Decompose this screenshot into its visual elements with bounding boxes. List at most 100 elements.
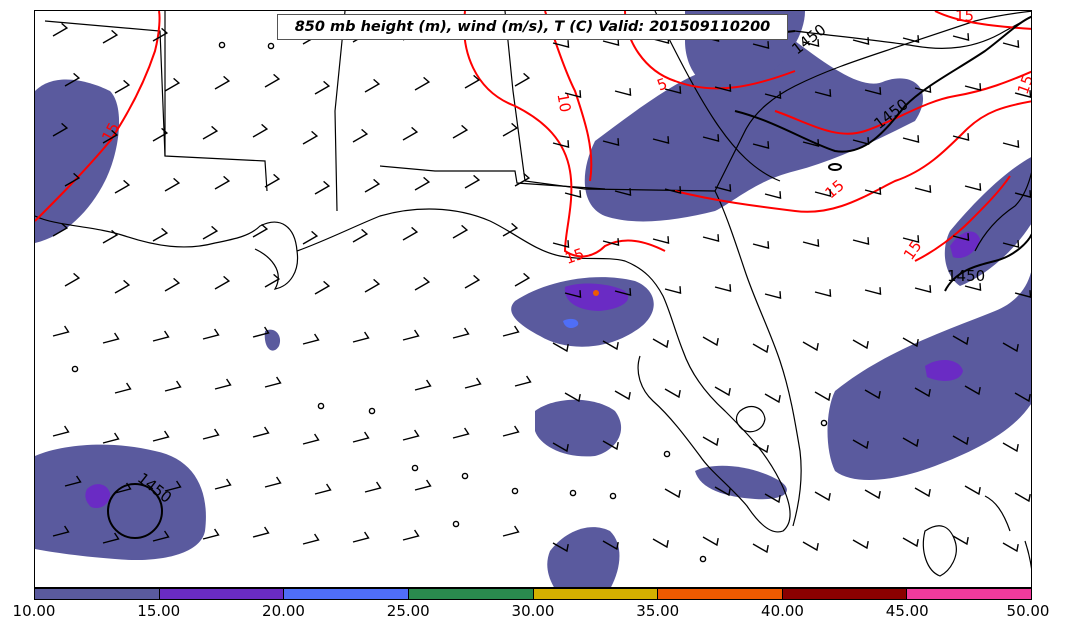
wind-barb	[914, 387, 931, 398]
wind-barb	[152, 27, 169, 42]
wind-barb	[652, 338, 669, 349]
wind-barb	[752, 543, 769, 554]
wind-barb	[752, 443, 769, 454]
wind-barb	[702, 234, 720, 243]
temp-contour-5	[624, 11, 796, 90]
wind-barb	[414, 176, 431, 191]
wind-barb	[164, 277, 181, 292]
temp-contour-carolina	[914, 175, 1011, 262]
wind-barb	[714, 184, 732, 193]
wind-barb	[1014, 290, 1031, 298]
wind-barb	[914, 185, 932, 194]
lake-okeechobee	[735, 405, 766, 433]
wind-barb	[52, 122, 69, 137]
wind-barb	[664, 286, 682, 295]
colorbar-segment	[533, 589, 659, 599]
wind-barb	[252, 326, 270, 338]
colorbar	[34, 588, 1032, 600]
wind-barb	[1014, 392, 1031, 403]
wind-barb	[664, 488, 681, 499]
calm-wind-marker	[699, 555, 707, 563]
height-contour-east	[734, 15, 1031, 153]
wind-barb	[264, 73, 281, 88]
colorbar-tick-label: 40.00	[761, 602, 804, 620]
wind-barb	[1002, 342, 1019, 353]
wind-barb	[852, 339, 869, 350]
wind-barb	[952, 535, 969, 546]
wind-barb	[52, 222, 69, 237]
shade-core-atlantic	[925, 359, 963, 381]
wind-barb	[452, 327, 470, 339]
wind-barb	[864, 489, 881, 500]
wind-barb	[202, 125, 219, 140]
wind-barb	[402, 226, 419, 241]
wind-barb	[364, 178, 381, 193]
wind-barb	[252, 123, 269, 138]
wind-barb	[64, 475, 82, 487]
colorbar-segment	[35, 589, 160, 599]
wind-barb	[202, 328, 220, 340]
wind-barb	[652, 136, 670, 145]
wind-barb	[414, 276, 431, 291]
wind-barb	[914, 487, 931, 498]
wind-barb	[352, 128, 369, 143]
wind-barb	[402, 429, 420, 441]
calm-wind-marker	[411, 464, 419, 472]
wind-barb	[514, 272, 531, 287]
wind-barb	[352, 331, 370, 343]
wind-barb	[264, 173, 281, 188]
colorbar-tick-label: 50.00	[1006, 602, 1050, 620]
wind-barb	[252, 223, 269, 238]
wind-barb	[464, 274, 481, 289]
wind-barb	[552, 542, 569, 553]
wind-barb	[314, 483, 332, 495]
wind-barb	[764, 493, 781, 504]
wind-barb	[764, 91, 782, 100]
wind-barb	[164, 380, 182, 392]
temp-contour-northeast	[774, 70, 1031, 135]
wind-barb	[564, 90, 582, 99]
wind-barb	[514, 72, 531, 87]
state-line-ms-al	[334, 11, 346, 212]
wind-barb	[52, 425, 70, 437]
wind-barb	[602, 340, 619, 351]
wind-barb	[364, 78, 381, 93]
wind-barb	[614, 188, 632, 197]
shade-orange-spot	[593, 290, 599, 296]
wind-barb	[852, 37, 870, 46]
wind-barb	[464, 74, 481, 89]
colorbar-tick-label: 35.00	[636, 602, 680, 620]
wind-barb	[214, 478, 232, 490]
height-contour-small	[828, 163, 842, 171]
wind-barb	[252, 426, 270, 438]
wind-barb	[502, 425, 520, 437]
wind-barb	[314, 80, 331, 95]
temp-label-far-right: 15	[1014, 72, 1032, 96]
colorbar-segment	[408, 589, 534, 599]
wind-barb	[352, 431, 370, 443]
wind-barb	[602, 38, 620, 47]
wind-barb	[452, 427, 470, 439]
wind-barb	[602, 540, 619, 551]
wind-barb	[1014, 190, 1031, 198]
calm-wind-marker	[71, 365, 79, 373]
colorbar-tick-label: 20.00	[262, 602, 305, 620]
wind-barb	[164, 177, 181, 192]
wind-barb	[702, 536, 719, 547]
calm-wind-markers	[71, 41, 828, 563]
wind-barb	[1002, 140, 1020, 149]
coastline-bahamas	[984, 495, 1031, 569]
temp-label-east: 15	[822, 176, 848, 202]
calm-wind-marker	[609, 492, 617, 500]
wind-barb	[164, 480, 182, 492]
map-title: 850 mb height (m), wind (m/s), T (C) Val…	[277, 14, 788, 40]
wind-barb	[102, 129, 119, 144]
wind-barb	[502, 525, 520, 537]
wind-barb	[364, 481, 382, 493]
wind-barb	[802, 341, 819, 352]
wind-barb	[52, 525, 70, 537]
wind-barb	[102, 432, 120, 444]
calm-wind-marker	[267, 42, 275, 50]
wind-barb	[514, 375, 532, 387]
wind-barb	[202, 528, 220, 540]
